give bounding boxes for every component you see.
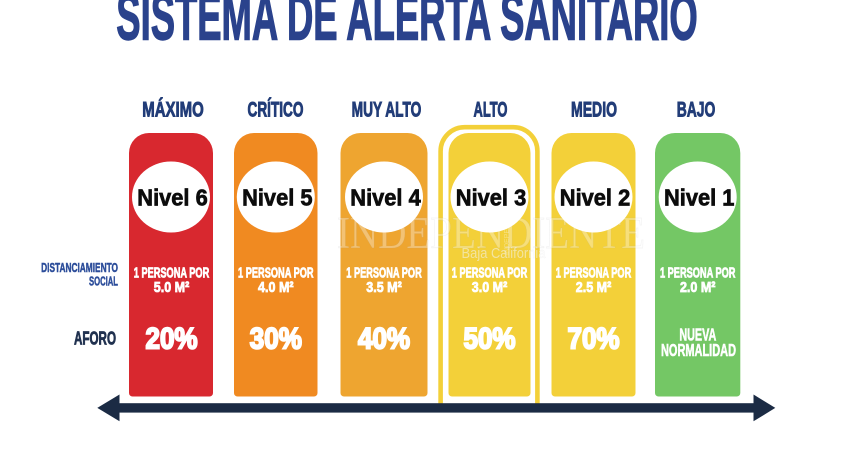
svg-text:50%: 50% [463, 322, 515, 355]
svg-text:NORMALIDAD: NORMALIDAD [661, 342, 736, 361]
svg-text:2.5 M²: 2.5 M² [576, 278, 612, 295]
svg-text:5.0 M²: 5.0 M² [154, 278, 190, 295]
svg-text:SOCIAL: SOCIAL [89, 274, 118, 289]
svg-text:2.0 M²: 2.0 M² [680, 278, 716, 295]
svg-text:Nivel 1: Nivel 1 [664, 185, 734, 211]
svg-text:20%: 20% [145, 322, 197, 355]
svg-text:1 PERSONA POR: 1 PERSONA POR [134, 264, 210, 281]
svg-text:1 PERSONA POR: 1 PERSONA POR [238, 264, 314, 281]
svg-text:BAJO: BAJO [677, 98, 716, 122]
svg-text:30%: 30% [250, 322, 302, 355]
svg-text:CRÍTICO: CRÍTICO [248, 96, 304, 121]
svg-text:NUEVA: NUEVA [679, 326, 716, 345]
svg-text:AFORO: AFORO [74, 329, 116, 349]
svg-text:Nivel 5: Nivel 5 [242, 185, 312, 211]
svg-text:DISTANCIAMIENTO: DISTANCIAMIENTO [41, 261, 118, 275]
svg-text:Nivel 2: Nivel 2 [560, 185, 630, 211]
svg-text:Nivel 4: Nivel 4 [350, 185, 421, 211]
svg-text:MÁXIMO: MÁXIMO [142, 97, 203, 121]
svg-text:4.0 M²: 4.0 M² [258, 278, 294, 295]
svg-text:Nivel 6: Nivel 6 [137, 185, 207, 211]
svg-text:1 PERSONA POR: 1 PERSONA POR [346, 264, 422, 281]
svg-text:ALTO: ALTO [474, 97, 508, 121]
svg-text:1 PERSONA POR: 1 PERSONA POR [556, 264, 632, 281]
svg-text:3.5 M²: 3.5 M² [366, 278, 402, 295]
svg-text:Nivel 3: Nivel 3 [456, 185, 526, 211]
svg-text:SISTEMA DE ALERTA SANITARIO: SISTEMA DE ALERTA SANITARIO [116, 0, 697, 54]
svg-text:Baja California: Baja California [462, 245, 546, 261]
svg-text:1 PERSONA POR: 1 PERSONA POR [660, 264, 736, 281]
svg-text:70%: 70% [567, 322, 619, 355]
svg-text:40%: 40% [358, 322, 410, 355]
svg-text:3.0 M²: 3.0 M² [472, 278, 508, 295]
svg-text:MUY ALTO: MUY ALTO [352, 98, 422, 122]
svg-text:MEDIO: MEDIO [571, 98, 617, 122]
svg-text:1 PERSONA POR: 1 PERSONA POR [452, 264, 528, 281]
